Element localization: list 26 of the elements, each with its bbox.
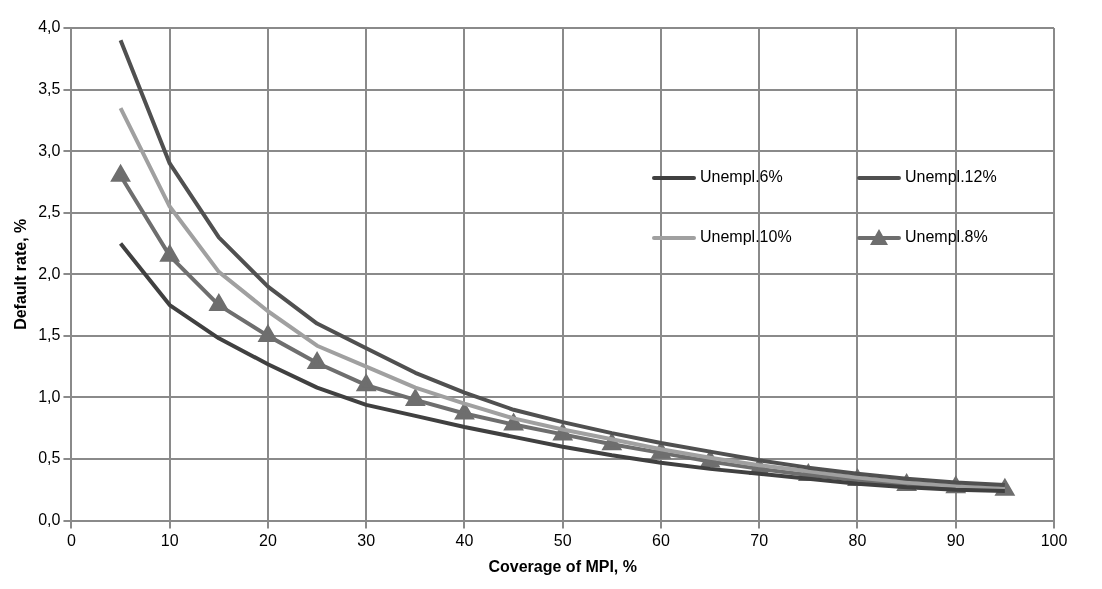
x-tick-label: 10 xyxy=(160,531,179,549)
x-tick-label: 0 xyxy=(66,531,76,549)
x-tick-label: 20 xyxy=(259,531,277,549)
legend-label: Unempl.6% xyxy=(700,168,783,186)
x-tick-label: 80 xyxy=(848,531,867,549)
y-tick-label: 2,0 xyxy=(38,264,61,282)
y-tick-label: 1,0 xyxy=(38,387,61,405)
y-tick-label: 0,0 xyxy=(38,511,61,529)
legend-label: Unempl.8% xyxy=(905,228,988,246)
x-tick-label: 70 xyxy=(750,531,769,549)
y-tick-label: 4,0 xyxy=(38,18,61,36)
legend-label: Unempl.12% xyxy=(905,168,997,186)
x-tick-label: 100 xyxy=(1040,531,1068,549)
x-axis-title: Coverage of MPI, % xyxy=(488,557,637,575)
x-tick-label: 40 xyxy=(455,531,474,549)
y-tick-label: 1,5 xyxy=(38,326,61,344)
x-tick-label: 50 xyxy=(553,531,572,549)
x-tick-label: 60 xyxy=(652,531,670,549)
legend-label: Unempl.10% xyxy=(700,228,792,246)
y-tick-label: 3,5 xyxy=(38,79,61,97)
y-tick-label: 0,5 xyxy=(38,449,61,467)
x-tick-label: 30 xyxy=(357,531,376,549)
y-tick-label: 3,0 xyxy=(38,141,61,159)
y-tick-label: 2,5 xyxy=(38,203,61,221)
x-tick-label: 90 xyxy=(946,531,965,549)
y-axis-title: Default rate, % xyxy=(12,218,30,330)
